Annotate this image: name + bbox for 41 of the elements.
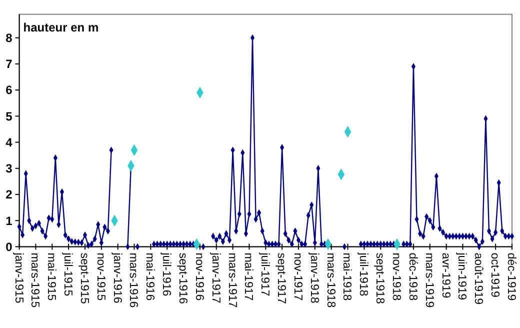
x-tick-label: janv-1918 [308, 252, 320, 304]
x-tick-label: mai-1918 [340, 252, 353, 301]
x-tick-label: janv-1915 [12, 252, 24, 304]
x-tick-label: juil-1916 [160, 252, 172, 296]
x-tick-label: déc-1918 [406, 252, 418, 301]
x-tick-label: sept-1917 [275, 252, 288, 304]
y-tick-label: 5 [6, 109, 13, 124]
y-axis-title: hauteur en m [23, 20, 99, 34]
x-tick-label: juil-1918 [357, 252, 370, 296]
x-tick-label: mars-1915 [28, 252, 41, 308]
y-tick-label: 7 [6, 57, 13, 72]
x-tick-label: déc-1919 [504, 252, 517, 301]
x-tick-label: nov-1916 [192, 252, 205, 301]
y-tick-label: 3 [6, 162, 13, 176]
x-tick-label: mars-1916 [127, 252, 140, 308]
x-tick-label: sept-1918 [374, 252, 386, 304]
x-tick-label: juin-1919 [456, 252, 468, 300]
x-tick-label: mai-1915 [45, 252, 58, 301]
x-tick-label: oct-1919 [488, 252, 501, 298]
x-tick-label: avr-1919 [439, 252, 452, 298]
x-tick-label: nov-1917 [291, 252, 304, 301]
x-tick-label: sept-1916 [176, 252, 189, 304]
x-tick-label: sept-1915 [78, 252, 90, 304]
y-tick-label: 6 [6, 83, 13, 98]
y-tick-label: 1 [6, 214, 13, 228]
y-tick-label: 4 [6, 135, 13, 150]
x-tick-label: août-1919 [472, 252, 484, 304]
y-tick-label: 2 [6, 188, 13, 202]
x-tick-label: mai-1917 [242, 252, 254, 301]
x-tick-label: janv-1917 [209, 252, 222, 304]
x-tick-label: janv-1916 [110, 252, 123, 304]
x-tick-label: mars-1917 [226, 252, 238, 308]
x-tick-label: mars-1919 [422, 252, 435, 308]
x-tick-label: juil-1917 [258, 252, 271, 296]
y-tick-label: 8 [6, 31, 13, 45]
x-tick-label: nov-1915 [94, 252, 106, 301]
x-tick-label: mars-1918 [324, 252, 336, 308]
x-tick-label: mai-1916 [144, 252, 156, 301]
x-tick-label: juil-1915 [62, 252, 74, 296]
y-tick-label: 0 [6, 240, 13, 254]
x-tick-label: nov-1918 [390, 252, 402, 301]
